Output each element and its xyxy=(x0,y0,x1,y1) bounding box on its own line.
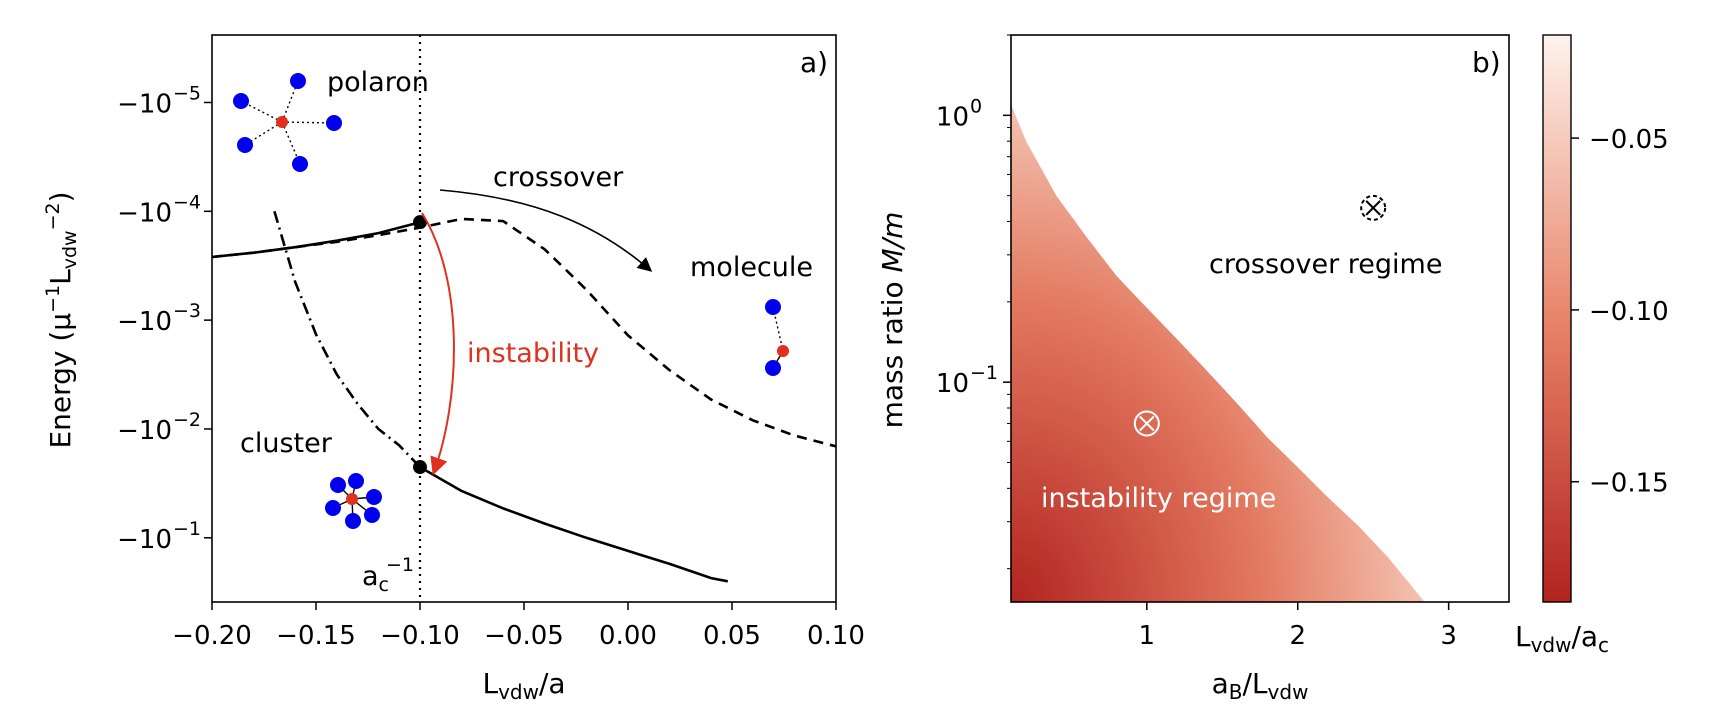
transition-point xyxy=(413,215,427,230)
crossover-label: crossover xyxy=(493,162,624,193)
y-tick-exponent: −3 xyxy=(173,300,201,322)
marker-cross xyxy=(1139,415,1155,432)
panel-b-y-axis-label: mass ratio M/m xyxy=(876,212,909,429)
x-tick-label: 2 xyxy=(1289,621,1306,651)
x-tick-label: 0.10 xyxy=(807,621,865,651)
x-tick-label: 3 xyxy=(1440,621,1457,651)
instability-label: instability xyxy=(467,338,599,369)
atom-dot xyxy=(765,299,781,315)
y-tick-label: −10 xyxy=(117,307,172,337)
panel-a-label: a) xyxy=(800,46,828,79)
marker-circle xyxy=(1133,410,1160,437)
molecule-diagram xyxy=(765,299,789,376)
x-tick-label: −0.10 xyxy=(380,621,460,651)
colorbar-tick-label: −0.05 xyxy=(1589,125,1669,155)
y-tick-exponent: −1 xyxy=(970,362,998,384)
colorbar-tick-label: −0.10 xyxy=(1589,297,1669,327)
x-tick-label: −0.20 xyxy=(172,621,252,651)
x-tick-label: −0.15 xyxy=(276,621,356,651)
impurity-dot xyxy=(346,493,358,505)
instability-regime-label: instability regime xyxy=(1041,483,1276,514)
atom-dot xyxy=(765,360,781,376)
energy-curve-solid xyxy=(419,465,729,583)
colorbar-tick-label: −0.15 xyxy=(1589,469,1669,499)
y-tick-exponent: −5 xyxy=(173,82,201,104)
panel-a-x-ticks: −0.20 −0.15 −0.10 −0.05 0.00 0.05 0.10 xyxy=(172,602,865,651)
y-tick-label: 10 xyxy=(936,369,969,399)
energy-curve-solid xyxy=(212,220,421,259)
polaron-label: polaron xyxy=(327,67,429,98)
y-tick-label: −10 xyxy=(117,89,172,119)
atom-dot xyxy=(292,156,308,172)
energy-curve-dashdot xyxy=(273,210,421,468)
atom-dot xyxy=(348,473,364,489)
cluster-diagram xyxy=(325,473,382,529)
colorbar xyxy=(1542,34,1572,603)
instability-arrow xyxy=(421,212,455,476)
panel-b-frame xyxy=(1010,34,1510,603)
marker-circle xyxy=(1360,194,1387,221)
panel-b-markers xyxy=(1133,194,1387,437)
y-tick-exponent: 0 xyxy=(970,95,982,117)
atom-dot xyxy=(345,513,361,529)
cluster-label: cluster xyxy=(240,428,333,459)
panel-b-label: b) xyxy=(1472,46,1501,79)
impurity-dot xyxy=(777,345,789,357)
y-tick-label: −10 xyxy=(117,525,172,555)
x-tick-label: 1 xyxy=(1139,621,1156,651)
panel-a-x-axis-label: Lvdw/a xyxy=(482,667,565,704)
crossover-arrow xyxy=(439,189,653,272)
ac-inverse-label: ac−1 xyxy=(362,554,414,596)
atom-dot xyxy=(326,115,342,131)
x-tick-label: 0.05 xyxy=(703,621,761,651)
panel-b-x-ticks: 1 2 3 xyxy=(1139,602,1457,651)
atom-dot xyxy=(364,507,380,523)
atom-dot xyxy=(330,477,346,493)
panel-a: −0.20 −0.15 −0.10 −0.05 0.00 0.05 0.10 −10 −5−1… xyxy=(42,34,865,704)
colorbar-label: Lvdw/ac xyxy=(1515,620,1609,657)
crossover-regime-label: crossover regime xyxy=(1209,249,1442,280)
instability-region-heatmap xyxy=(1011,104,1425,602)
molecule-label: molecule xyxy=(690,252,813,283)
atom-dot xyxy=(290,73,306,89)
y-tick-exponent: −4 xyxy=(173,191,201,213)
panel-a-curves xyxy=(212,35,836,602)
atom-dot xyxy=(237,137,253,153)
panel-b-x-axis-label: aB/Lvdw xyxy=(1212,667,1309,704)
y-tick-exponent: −1 xyxy=(173,518,201,540)
colorbar-ticks: −0.05 −0.10 −0.15 xyxy=(1571,125,1669,499)
impurity-dot xyxy=(276,116,288,128)
x-tick-label: 0.00 xyxy=(599,621,657,651)
y-tick-label: 10 xyxy=(936,102,969,132)
panel-a-y-ticks: −10 −5−10 −4−10 −3−10 −2−10 −1 xyxy=(117,82,212,555)
atom-dot xyxy=(233,93,249,109)
panel-a-y-axis-label: Energy (μ−1Lvdw−2) xyxy=(42,191,81,448)
transition-point xyxy=(413,460,427,475)
atom-dot xyxy=(325,500,341,516)
polaron-diagram xyxy=(233,73,342,172)
y-tick-label: −10 xyxy=(117,198,172,228)
x-tick-label: −0.05 xyxy=(484,621,564,651)
marker-cross xyxy=(1365,200,1381,216)
y-tick-label: −10 xyxy=(117,416,172,446)
y-tick-exponent: −2 xyxy=(173,409,201,431)
atom-dot xyxy=(366,489,382,505)
